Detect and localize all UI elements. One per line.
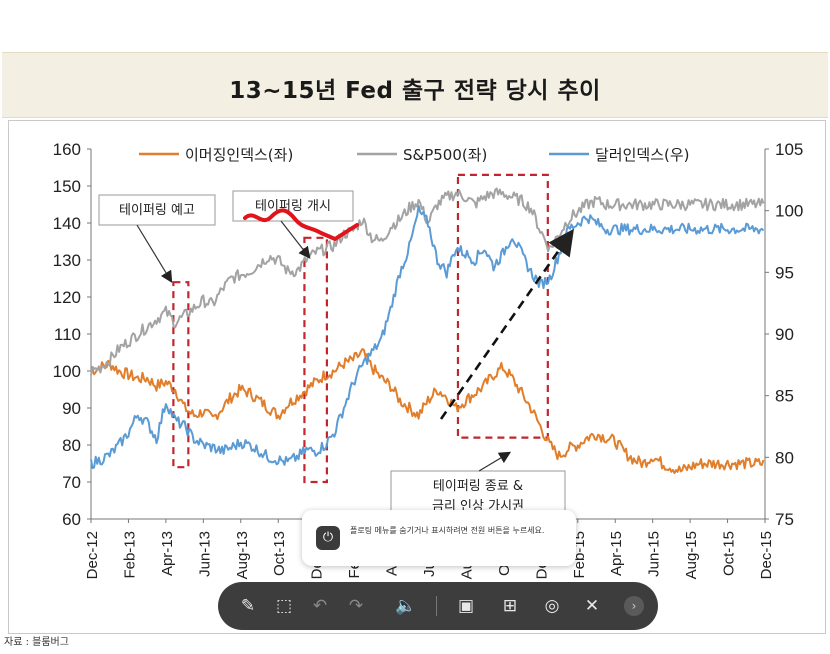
annotation-taper-end-label: 테이퍼링 종료 & [433,479,523,494]
toolbar-divider [436,596,437,616]
x-tick-label: Dec-12 [84,531,101,579]
y-right-tick-label: 95 [775,263,794,282]
chevron-right-icon[interactable]: › [624,596,644,616]
x-tick-label: Dec-15 [758,531,775,579]
handwritten-scribble [243,208,359,242]
y-left-tick-label: 100 [53,362,81,381]
edit-icon[interactable]: ✎ [240,596,256,616]
legend-label: S&P500(좌) [403,146,487,164]
x-tick-label: Aug-15 [683,531,700,579]
y-left-tick-label: 80 [62,436,81,455]
highlight-box [172,281,190,469]
layout-icon[interactable]: ⊞ [502,596,518,616]
y-right-tick-label: 90 [775,325,794,344]
y-left-tick-label: 130 [53,251,81,270]
arrow-taper-start [280,220,311,259]
floating-menu-toast: ⏻ 플로팅 메뉴를 숨기거나 표시하려면 전원 버튼을 누르세요. [302,510,576,566]
y-right-tick-label: 85 [775,387,794,406]
y-left-tick-label: 150 [53,177,81,196]
arrow-taper-notice [136,224,173,284]
undo-icon[interactable]: ↶ [312,596,328,616]
series-line-0 [90,348,765,475]
volume-icon[interactable]: 🔈 [395,596,417,616]
capture-icon[interactable]: ◎ [544,596,560,616]
y-left-tick-label: 140 [53,214,81,233]
legend-label: 이머징인덱스(좌) [185,146,293,164]
page-title: 13~15년 Fed 출구 전략 당시 추이 [229,78,601,104]
y-left-tick-label: 90 [62,399,81,418]
highlight-box [456,173,549,439]
close-icon[interactable]: ✕ [584,596,600,616]
annotation-taper-end-box [390,470,566,518]
y-right-tick-label: 105 [775,140,803,159]
title-bar: 13~15년 Fed 출구 전략 당시 추이 [2,52,828,118]
y-right-tick-label: 100 [775,202,803,221]
annotation-taper-notice-box [98,194,216,226]
y-right-tick-label: 75 [775,510,794,529]
trend-arrow [439,228,574,420]
power-icon: ⏻ [316,526,340,550]
x-tick-label: Jun-13 [196,531,213,577]
toast-text: 플로팅 메뉴를 숨기거나 표시하려면 전원 버튼을 누르세요. [350,526,545,535]
x-tick-label: Oct-13 [271,531,288,576]
crop-icon[interactable]: ⬚ [275,596,293,616]
series-line-2 [90,204,765,470]
x-tick-label: Aug-13 [234,531,251,579]
legend-label: 달러인덱스(우) [595,146,690,164]
x-tick-label: Apr-13 [159,531,176,576]
source-note: 자료 : 블룸버그 [4,637,69,648]
screen-record-icon[interactable]: ▣ [457,596,475,616]
y-left-tick-label: 70 [62,473,81,492]
x-tick-label: Jun-15 [646,531,663,577]
annotation-taper-notice-label: 테이퍼링 예고 [119,203,195,218]
y-left-tick-label: 60 [62,510,81,529]
y-right-tick-label: 80 [775,448,794,467]
y-left-tick-label: 120 [53,288,81,307]
x-tick-label: Apr-15 [608,531,625,576]
x-tick-label: Feb-13 [121,531,138,579]
annotation-taper-start-label: 테이퍼링 개시 [255,199,331,214]
y-left-tick-label: 160 [53,140,81,159]
x-tick-label: Oct-15 [721,531,738,576]
redo-icon[interactable]: ↷ [348,596,364,616]
y-left-tick-label: 110 [54,325,81,344]
arrow-taper-end [478,451,512,472]
highlight-box [303,236,328,484]
floating-toolbar: ✎ ⬚ ↶ ↷ 🔈 ▣ ⊞ ◎ ✕ › [218,582,658,630]
